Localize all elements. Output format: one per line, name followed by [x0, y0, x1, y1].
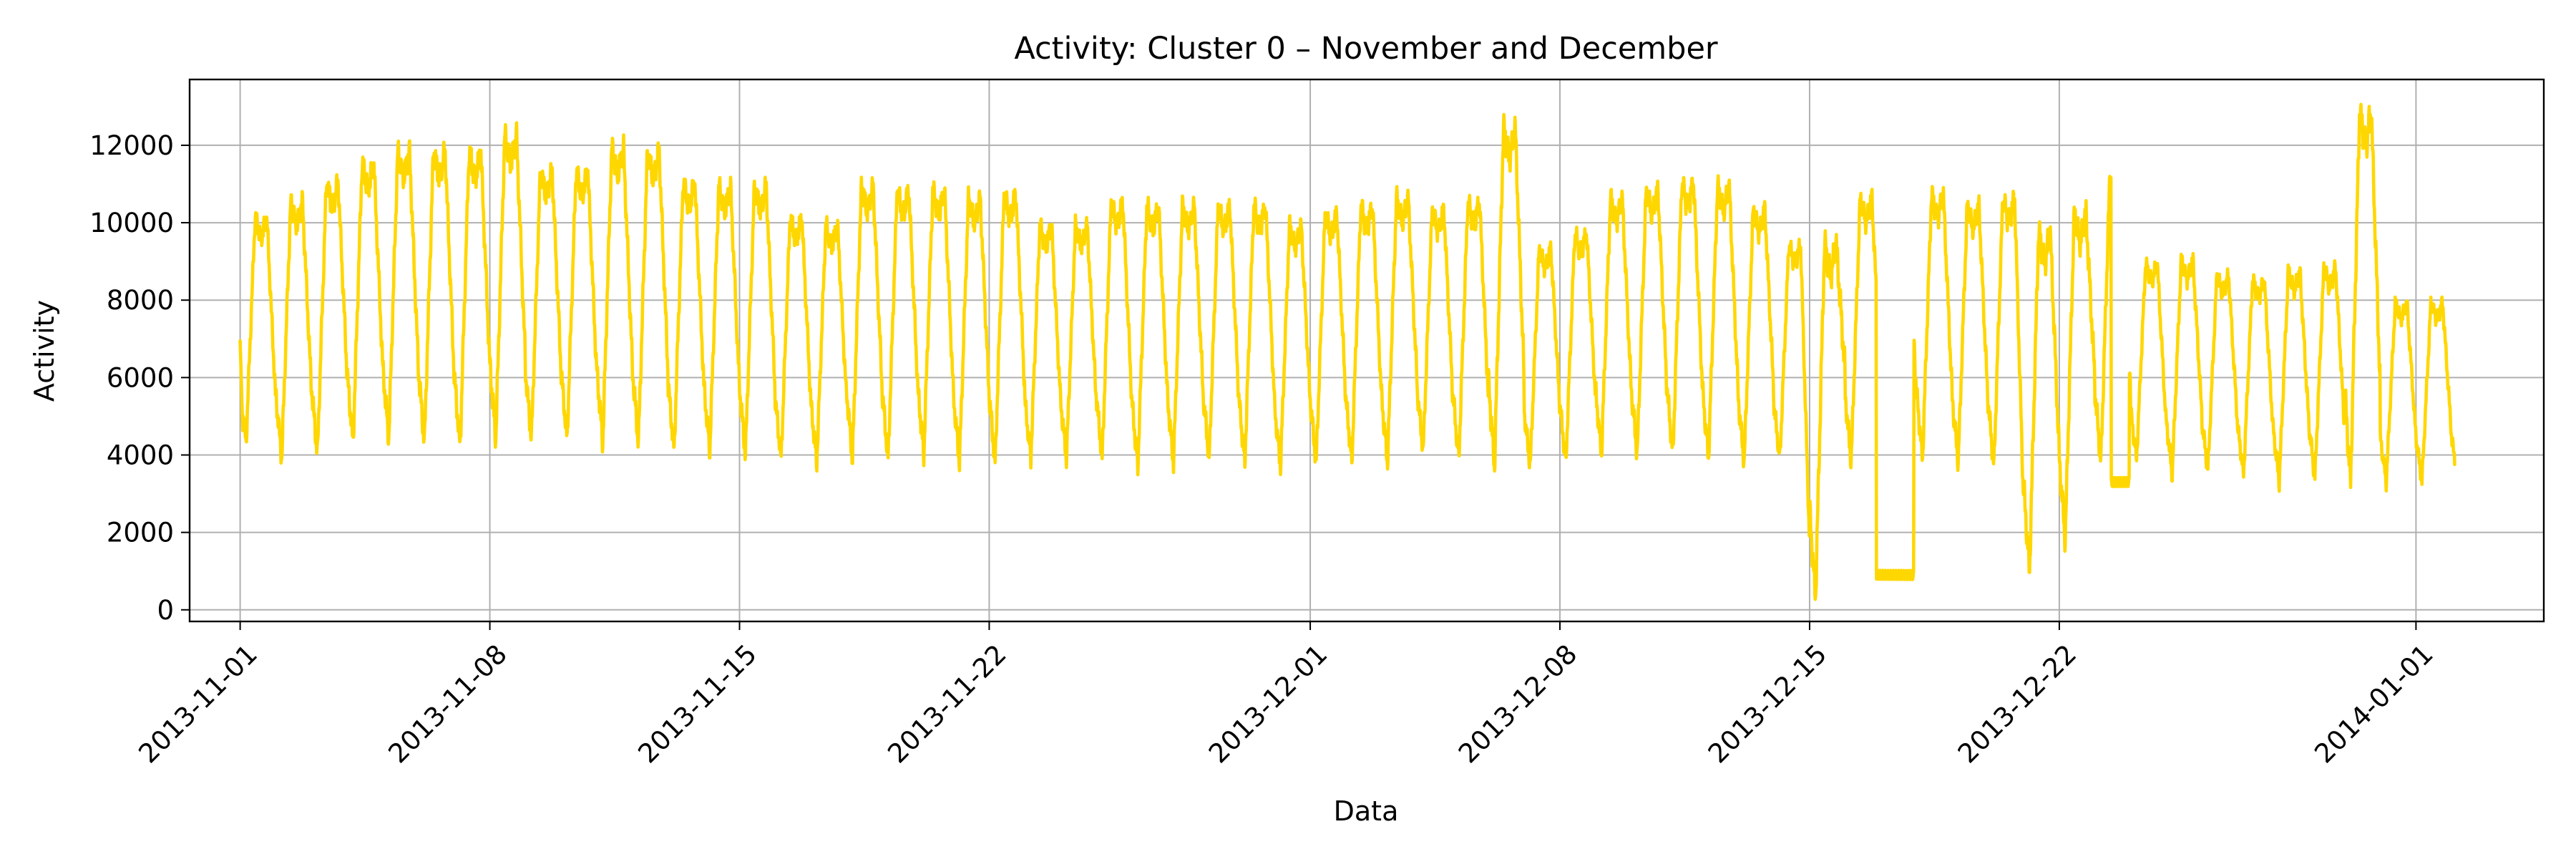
x-tick-label: 2013-11-01: [133, 639, 263, 769]
x-tick-label: 2014-01-01: [2308, 639, 2439, 769]
x-tick-label: 2013-12-15: [1702, 639, 1833, 769]
y-tick-label: 2000: [107, 518, 174, 548]
y-axis-label: Activity: [29, 300, 60, 402]
grid: [190, 79, 2544, 621]
x-tick-label: 2013-12-22: [1952, 639, 2082, 769]
y-tick-label: 12000: [89, 130, 174, 161]
plot-area-frame: [188, 78, 2545, 623]
chart-title: Activity: Cluster 0 – November and Decem…: [1014, 31, 1718, 67]
y-axis: 0 2000 4000 6000 8000 10000 12000: [89, 130, 190, 626]
x-tick-label: 2013-11-22: [882, 639, 1012, 769]
x-axis-label: Data: [1334, 795, 1399, 827]
y-tick-label: 0: [157, 595, 174, 626]
y-tick-label: 10000: [89, 208, 174, 238]
x-tick-label: 2013-12-01: [1203, 639, 1333, 769]
y-tick-label: 6000: [107, 362, 174, 393]
y-tick-label: 4000: [107, 440, 174, 470]
activity-series-line: [238, 102, 2457, 601]
x-axis: 2013-11-01 2013-11-08 2013-11-15 2013-11-22…: [133, 621, 2439, 769]
series-group: [238, 102, 2457, 601]
x-tick-label: 2013-12-08: [1453, 639, 1583, 769]
y-tick-label: 8000: [107, 285, 174, 316]
x-tick-label: 2013-11-08: [382, 639, 512, 769]
x-tick-label: 2013-11-15: [632, 639, 762, 769]
